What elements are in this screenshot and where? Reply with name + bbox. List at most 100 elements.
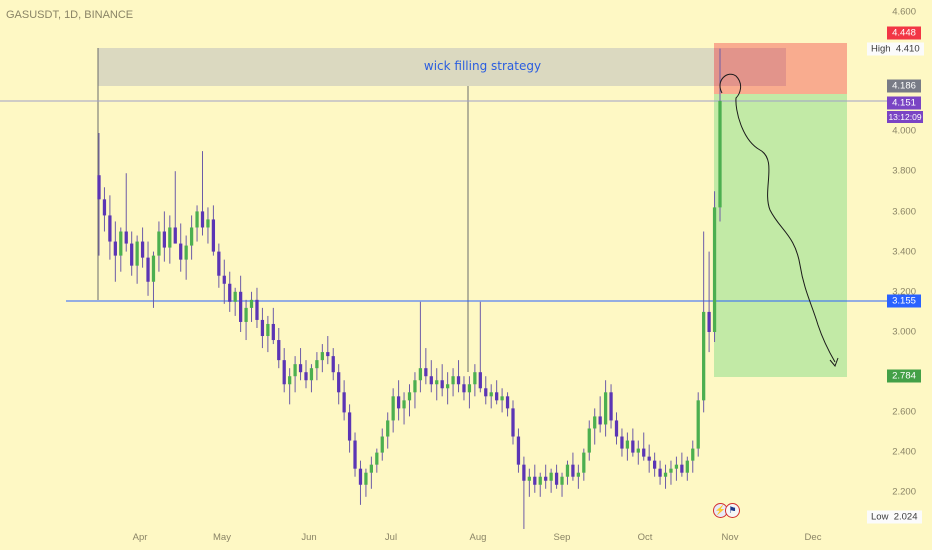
stop-zone-overlap [714,48,786,86]
candle-up [473,372,477,385]
stop-price-tag: 4.448 [887,26,921,40]
candle-down [652,460,657,469]
candle-up [549,472,553,481]
candle-up [380,436,384,453]
candle-down [642,448,646,457]
candle-up [315,360,319,369]
candle-down [255,299,259,320]
candle-down [146,257,150,282]
candle-down [658,468,662,477]
target-price-tag: 2.784 [887,369,921,383]
candle-up [407,392,412,401]
candle-up [391,396,395,421]
candle-up [244,307,248,322]
candle-up [685,460,689,473]
price-tick: 3.400 [892,246,916,258]
price-tick: 3.200 [892,286,916,298]
candle-down [342,392,346,413]
time-tick: Apr [132,532,148,543]
candle-up [293,364,297,377]
candle-up [500,396,504,401]
price-tick: 2.600 [892,406,916,418]
candle-down [217,251,221,276]
candle-down [282,360,286,385]
candle-up [233,291,237,302]
candle-down [554,472,559,485]
time-tick: Dec [804,532,822,543]
candle-up [674,464,679,469]
candle-down [271,323,275,341]
candle-down [478,372,482,389]
zone-top-tag: 4.186 [887,79,921,93]
candle-up [467,384,472,393]
candle-up [451,376,455,385]
price-tick: 2.400 [892,446,916,458]
candle-up [560,476,564,485]
candle-up [593,416,597,429]
candle-down [124,231,128,244]
candle-down [102,199,107,216]
candle-down [162,231,167,248]
time-tick: Oct [637,532,653,543]
candle-up [576,472,581,477]
candle-down [505,396,510,409]
candle-down [260,319,265,337]
candle-down [571,464,575,477]
candle-up [402,400,406,409]
candle-down [522,464,526,481]
candle-up [195,211,199,228]
candle-up [663,472,668,477]
time-tick: May [213,532,231,543]
projection-arrow [829,357,839,367]
candle-down [614,420,619,437]
candle-up [625,440,630,449]
candle-down [429,376,433,385]
high-label-text: High [871,43,891,55]
candle-up [135,241,139,266]
candle-down [358,468,363,485]
candle-down [544,476,548,481]
price-tick: 3.800 [892,165,916,177]
time-tick: Jul [384,532,398,543]
candle-up [712,207,717,332]
candle-down [484,388,488,397]
price-tick: 4.600 [892,6,916,18]
candle-down [424,368,428,377]
candle-down [277,340,281,361]
candle-up [288,376,292,385]
candle-up [249,299,254,308]
candles-group [97,48,722,529]
candle-up [266,323,270,337]
time-tick: Jun [301,532,317,543]
time-tick: Sep [553,532,571,543]
candle-up [691,448,695,461]
candle-down [396,396,401,409]
candle-down [173,227,177,244]
candle-up [489,392,493,397]
candle-down [511,408,515,437]
candle-up [309,368,314,381]
us-flag-event-icon[interactable]: ⚑ [725,503,740,518]
countdown-tag: 13:12:09 [887,111,923,123]
price-tick: 4.000 [892,125,916,137]
candle-up [636,448,640,453]
candle-down [337,372,341,393]
candle-down [647,456,651,461]
low-label: Low 2.024 [867,510,922,524]
candle-up [418,368,423,381]
candle-down [495,392,499,401]
candle-down [130,243,134,266]
candle-up [702,311,706,401]
current-price-tag: 4.151 [887,96,921,110]
candle-down [222,275,226,284]
candle-down [353,440,357,469]
horizontal-price-tag: 3.155 [887,294,921,308]
candle-down [228,283,232,302]
take-profit-zone [714,94,847,377]
strategy-label: wick filling strategy [423,59,542,73]
candle-down [456,376,461,385]
candle-up [320,352,324,361]
price-tick: 3.600 [892,206,916,218]
